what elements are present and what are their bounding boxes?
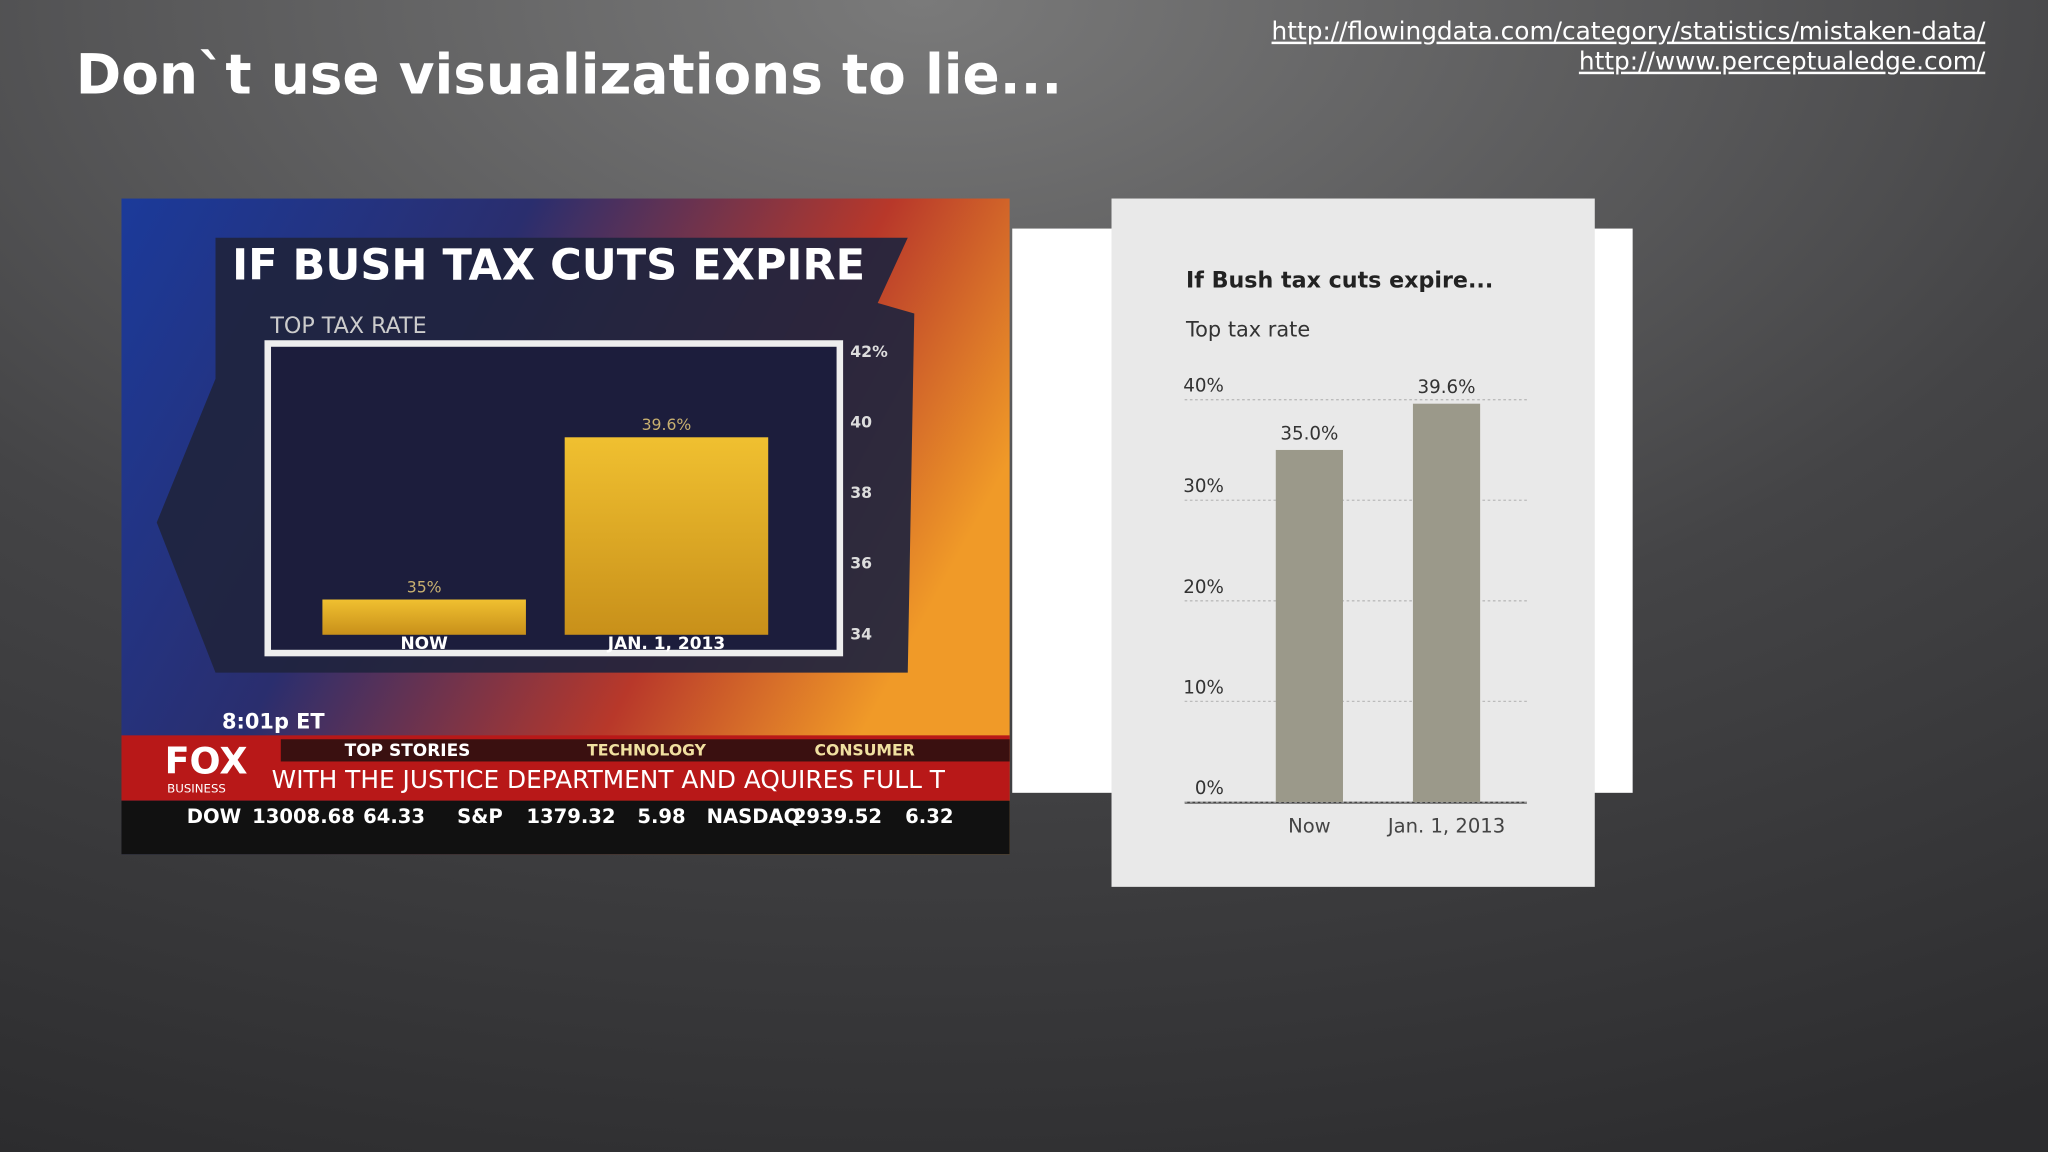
chart-title: If Bush tax cuts expire... xyxy=(1186,267,1493,293)
x-tick-label: JAN. 1, 2013 xyxy=(607,634,725,654)
y-tick-label: 10% xyxy=(1183,677,1224,698)
value-label: 39.6% xyxy=(642,415,692,434)
tab: TOP STORIES xyxy=(345,741,471,761)
fox-logo: FOX xyxy=(165,739,248,782)
value-label: 35% xyxy=(407,577,442,596)
slide-title: Don`t use visualizations to lie... xyxy=(76,42,1063,106)
ticker-name: S&P xyxy=(457,805,503,828)
x-tick-label: Now xyxy=(1288,814,1331,837)
ticker-change: 5.98 xyxy=(637,805,685,828)
value-label: 35.0% xyxy=(1280,423,1338,444)
y-tick-label: 40% xyxy=(1183,376,1224,397)
value-label: 39.6% xyxy=(1418,377,1476,398)
chart-subtitle: Top tax rate xyxy=(1185,317,1310,341)
chart-card xyxy=(1111,198,1595,887)
ticker-change: 6.32 xyxy=(905,805,953,828)
headline: WITH THE JUSTICE DEPARTMENT AND AQUIRES … xyxy=(272,765,946,794)
ticker-change: 64.33 xyxy=(363,805,425,828)
y-tick-label: 0% xyxy=(1195,778,1224,799)
y-tick-label: 38 xyxy=(850,483,872,502)
x-tick-label: NOW xyxy=(400,634,448,654)
ticker-bar xyxy=(121,800,1010,855)
bar xyxy=(1412,403,1481,802)
fox-title: IF BUSH TAX CUTS EXPIRE xyxy=(232,240,865,290)
bar xyxy=(564,437,769,635)
y-tick-label: 34 xyxy=(850,624,872,643)
link[interactable]: http://www.perceptualedge.com/ xyxy=(1579,47,1986,76)
y-tick-label: 42% xyxy=(850,342,888,361)
bar xyxy=(322,599,526,635)
y-tick-label: 36 xyxy=(850,554,872,573)
fox-subtitle: TOP TAX RATE xyxy=(269,313,426,339)
tabs-bar xyxy=(280,739,1010,762)
ticker-value: 2939.52 xyxy=(793,805,882,828)
bar xyxy=(1275,449,1343,802)
y-tick-label: 30% xyxy=(1183,476,1224,497)
time: 8:01p ET xyxy=(222,709,325,733)
tab: CONSUMER xyxy=(815,741,915,760)
fox-logo-sub: BUSINESS xyxy=(167,781,226,795)
tab: TECHNOLOGY xyxy=(587,741,707,760)
ticker-name: DOW xyxy=(187,805,242,828)
y-tick-label: 20% xyxy=(1183,577,1224,598)
ticker-name: NASDAQ xyxy=(707,805,801,828)
link[interactable]: http://flowingdata.com/category/statisti… xyxy=(1272,17,1986,46)
ticker-value: 13008.68 xyxy=(252,805,355,828)
x-tick-label: Jan. 1, 2013 xyxy=(1386,814,1505,837)
y-tick-label: 40 xyxy=(850,413,872,432)
ticker-value: 1379.32 xyxy=(526,805,615,828)
